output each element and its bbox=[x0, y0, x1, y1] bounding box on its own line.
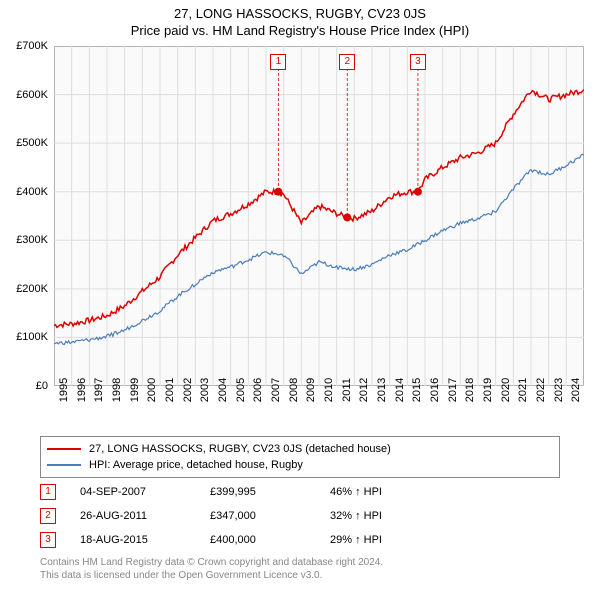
x-tick-label: 2010 bbox=[323, 378, 335, 402]
footer-line: Contains HM Land Registry data © Crown c… bbox=[40, 556, 383, 569]
x-tick-label: 2008 bbox=[288, 378, 300, 402]
x-tick-label: 2001 bbox=[164, 378, 176, 402]
x-tick-label: 2020 bbox=[500, 378, 512, 402]
y-tick-label: £100K bbox=[16, 331, 48, 343]
x-tick-label: 2003 bbox=[199, 378, 211, 402]
x-tick-label: 2007 bbox=[270, 378, 282, 402]
sale-row: 1 04-SEP-2007 £399,995 46% ↑ HPI bbox=[40, 480, 450, 504]
sale-pct: 29% ↑ HPI bbox=[330, 534, 450, 546]
x-tick-label: 1999 bbox=[129, 378, 141, 402]
x-tick-label: 2016 bbox=[429, 378, 441, 402]
legend-row: HPI: Average price, detached house, Rugb… bbox=[47, 457, 553, 473]
sale-pct: 46% ↑ HPI bbox=[330, 486, 450, 498]
x-tick-label: 2017 bbox=[447, 378, 459, 402]
sale-price: £399,995 bbox=[210, 486, 330, 498]
x-tick-label: 1996 bbox=[76, 378, 88, 402]
plot-svg bbox=[54, 46, 584, 386]
x-tick-label: 2015 bbox=[411, 378, 423, 402]
x-tick-label: 2000 bbox=[146, 378, 158, 402]
x-tick-label: 2023 bbox=[553, 378, 565, 402]
sale-marker-icon: 2 bbox=[40, 508, 56, 524]
y-tick-label: £0 bbox=[36, 380, 48, 392]
x-tick-label: 2012 bbox=[358, 378, 370, 402]
x-tick-label: 2006 bbox=[252, 378, 264, 402]
x-tick-label: 2004 bbox=[217, 378, 229, 402]
chart-sale-marker: 2 bbox=[339, 54, 355, 70]
y-tick-label: £300K bbox=[16, 234, 48, 246]
x-tick-label: 2013 bbox=[376, 378, 388, 402]
x-tick-label: 2019 bbox=[482, 378, 494, 402]
chart-container: 27, LONG HASSOCKS, RUGBY, CV23 0JS Price… bbox=[0, 0, 600, 590]
sale-row: 2 26-AUG-2011 £347,000 32% ↑ HPI bbox=[40, 504, 450, 528]
x-tick-label: 2011 bbox=[341, 378, 353, 402]
sales-table: 1 04-SEP-2007 £399,995 46% ↑ HPI 2 26-AU… bbox=[40, 480, 450, 552]
y-tick-label: £200K bbox=[16, 283, 48, 295]
sale-price: £400,000 bbox=[210, 534, 330, 546]
chart-plot-area: 123£0£100K£200K£300K£400K£500K£600K£700K… bbox=[54, 46, 584, 386]
y-tick-label: £600K bbox=[16, 89, 48, 101]
x-tick-label: 2021 bbox=[517, 378, 529, 402]
y-tick-label: £500K bbox=[16, 137, 48, 149]
sale-date: 18-AUG-2015 bbox=[80, 534, 210, 546]
x-tick-label: 2002 bbox=[182, 378, 194, 402]
legend-swatch-1 bbox=[47, 464, 81, 466]
footer-line: This data is licensed under the Open Gov… bbox=[40, 569, 383, 582]
chart-sale-marker: 3 bbox=[410, 54, 426, 70]
x-tick-label: 2014 bbox=[394, 378, 406, 402]
legend-box: 27, LONG HASSOCKS, RUGBY, CV23 0JS (deta… bbox=[40, 436, 560, 478]
sale-row: 3 18-AUG-2015 £400,000 29% ↑ HPI bbox=[40, 528, 450, 552]
chart-sale-marker: 1 bbox=[270, 54, 286, 70]
sale-pct: 32% ↑ HPI bbox=[330, 510, 450, 522]
x-tick-label: 2005 bbox=[235, 378, 247, 402]
sale-date: 26-AUG-2011 bbox=[80, 510, 210, 522]
sale-marker-icon: 3 bbox=[40, 532, 56, 548]
x-tick-label: 2009 bbox=[305, 378, 317, 402]
x-tick-label: 1998 bbox=[111, 378, 123, 402]
legend-row: 27, LONG HASSOCKS, RUGBY, CV23 0JS (deta… bbox=[47, 441, 553, 457]
legend-swatch-0 bbox=[47, 448, 81, 450]
legend-label: 27, LONG HASSOCKS, RUGBY, CV23 0JS (deta… bbox=[89, 443, 391, 455]
x-tick-label: 1997 bbox=[93, 378, 105, 402]
x-tick-label: 1995 bbox=[58, 378, 70, 402]
x-tick-label: 2024 bbox=[570, 378, 582, 402]
sale-price: £347,000 bbox=[210, 510, 330, 522]
chart-title: 27, LONG HASSOCKS, RUGBY, CV23 0JS bbox=[0, 0, 600, 21]
sale-marker-icon: 1 bbox=[40, 484, 56, 500]
y-tick-label: £400K bbox=[16, 186, 48, 198]
x-tick-label: 2018 bbox=[464, 378, 476, 402]
y-tick-label: £700K bbox=[16, 40, 48, 52]
legend-label: HPI: Average price, detached house, Rugb… bbox=[89, 459, 303, 471]
footer-attribution: Contains HM Land Registry data © Crown c… bbox=[40, 556, 383, 582]
x-tick-label: 2022 bbox=[535, 378, 547, 402]
chart-subtitle: Price paid vs. HM Land Registry's House … bbox=[0, 21, 600, 38]
sale-date: 04-SEP-2007 bbox=[80, 486, 210, 498]
